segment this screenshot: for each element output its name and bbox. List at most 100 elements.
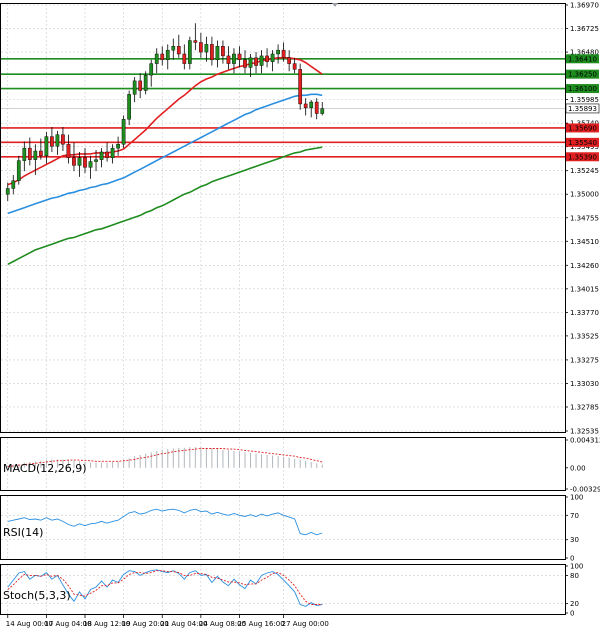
candle-body-bear: [210, 44, 214, 60]
time-tick-label: 24 Aug 08:00: [199, 620, 246, 628]
candle-body-bull: [171, 46, 176, 51]
level-label-box: [566, 69, 599, 79]
macd-label: MACD(12,26,9): [3, 462, 87, 475]
candle-body-bull: [320, 108, 325, 114]
level-label: 1.35540: [568, 139, 597, 147]
candle-body-bear: [176, 46, 181, 55]
candle: [110, 144, 115, 164]
candle: [72, 142, 76, 172]
candle-body-bear: [105, 151, 109, 158]
rsi-tick-label: 0: [570, 555, 574, 563]
candle-body-bear: [39, 150, 43, 157]
candle: [237, 46, 242, 68]
candle-body-bull: [132, 80, 137, 95]
candle: [27, 137, 32, 166]
candle: [149, 59, 154, 87]
candle: [171, 38, 176, 60]
candle: [22, 141, 27, 172]
level-label: 1.36410: [568, 55, 597, 63]
candle: [5, 182, 10, 201]
candle-body-bear: [243, 59, 247, 68]
candle-body-bull: [88, 161, 93, 168]
candle: [298, 63, 303, 110]
candle: [44, 131, 49, 164]
candle-body-bull: [154, 53, 159, 64]
stoch-tick-label: 100: [570, 563, 583, 571]
rsi-tick-label: 70: [570, 512, 579, 520]
candle: [94, 150, 98, 172]
candle: [292, 57, 297, 74]
price-tick-label: 1.33770: [570, 309, 599, 317]
price-tick-label: 1.35000: [570, 191, 599, 199]
ma-fast-line: [7, 57, 323, 186]
time-tick-label: 27 Aug 00:00: [282, 620, 329, 628]
time-tick-label: 21 Aug 04:00: [160, 620, 207, 628]
candle: [248, 53, 253, 78]
candle-body-bull: [16, 160, 21, 181]
candle-body-bear: [303, 103, 308, 108]
price-tick-label: 1.34015: [570, 285, 599, 293]
candle: [66, 134, 71, 164]
candle-body-bull: [5, 188, 10, 195]
candle: [77, 151, 82, 177]
candle-body-bear: [138, 80, 143, 91]
support-resistance-lines: [1, 57, 565, 158]
candle: [50, 126, 54, 152]
candle: [154, 48, 159, 74]
candle-body-bear: [50, 136, 54, 147]
time-tick-label: 25 Aug 16:00: [237, 620, 284, 628]
candle: [61, 126, 65, 152]
stoch-label: Stoch(5,3,3): [3, 589, 71, 602]
candle-body-bear: [160, 53, 165, 60]
candle: [182, 44, 187, 70]
level-label: 1.35390: [568, 153, 597, 161]
price-tick-label: 1.34510: [570, 238, 599, 246]
price-tick-label: 1.33275: [570, 356, 599, 364]
candle: [88, 155, 93, 179]
candle: [99, 148, 104, 168]
price-tick-label: 1.35495: [570, 143, 599, 151]
candle-body-bull: [44, 136, 49, 157]
candle: [39, 138, 43, 160]
price-tick-label: 1.32785: [570, 403, 599, 411]
moving-averages: [7, 57, 323, 266]
rsi-tick-label: 100: [570, 494, 583, 502]
candle: [33, 144, 38, 176]
price-tick-label: 1.36970: [570, 2, 599, 10]
candle-body-bull: [116, 144, 120, 149]
candle: [165, 44, 170, 70]
candle-body-bull: [232, 53, 236, 64]
candle: [187, 36, 192, 70]
candle-body-bull: [33, 150, 38, 160]
candle-body-bull: [204, 44, 209, 53]
level-label: 1.35690: [568, 124, 597, 132]
macd-panel-frame: [0, 437, 566, 491]
candle-body-bear: [298, 69, 303, 105]
candle: [204, 36, 209, 62]
candle: [210, 36, 214, 66]
rsi-panel-frame: [0, 495, 566, 560]
macd-tick-label: 0.004312: [570, 437, 600, 445]
candle-body-bear: [193, 40, 198, 43]
candle: [314, 98, 319, 120]
candle-body-bear: [237, 53, 242, 60]
level-label-box: [566, 137, 599, 147]
macd-signal-line: [7, 448, 323, 467]
candle: [121, 115, 126, 149]
candle: [265, 48, 269, 68]
price-tick-label: 1.36480: [570, 49, 599, 57]
candle-body-bear: [292, 63, 297, 70]
ma-slow-line: [7, 146, 323, 266]
candle: [11, 175, 16, 195]
rsi-indicator: 100 70 30 0: [1, 494, 583, 563]
candle-body-bull: [270, 53, 275, 62]
candle: [254, 52, 258, 74]
ma-medium-line: [7, 93, 323, 215]
price-tick-label: 1.35985: [570, 96, 599, 104]
current-price-label: 1.35893: [568, 105, 597, 113]
candle-body-bear: [221, 46, 225, 57]
candle-body-bear: [226, 55, 231, 64]
candle-body-bull: [22, 147, 27, 161]
